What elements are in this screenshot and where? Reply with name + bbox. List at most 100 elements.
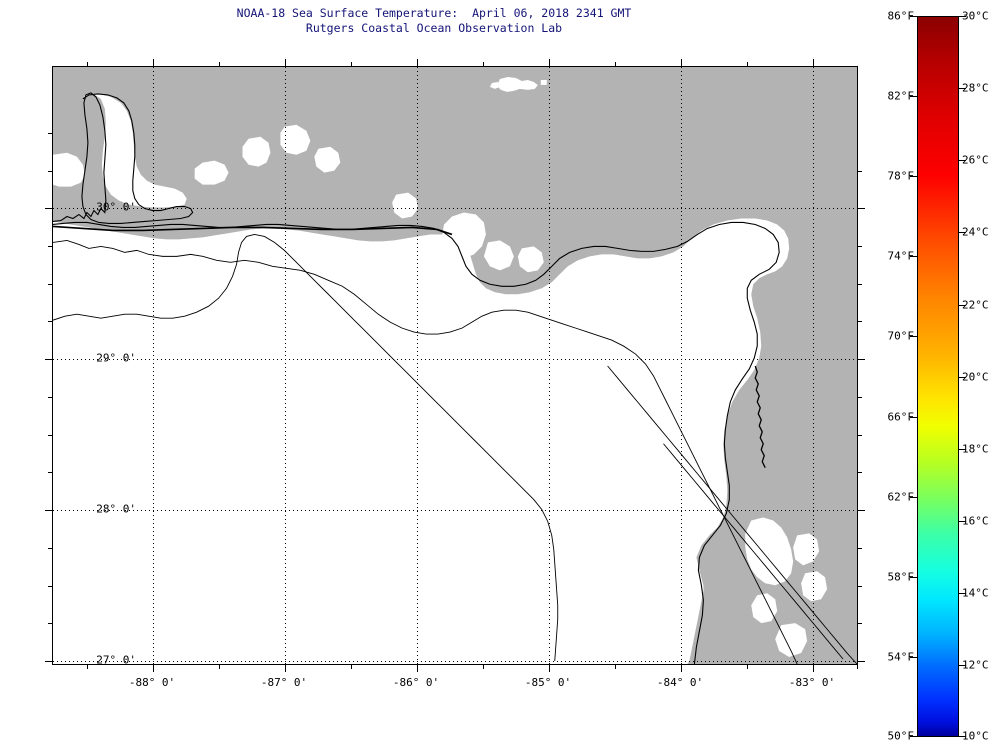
tick-lat-30-right bbox=[857, 208, 865, 209]
cb-label-c-16: 16°C bbox=[962, 514, 989, 528]
tick-lat-right-1 bbox=[857, 171, 862, 172]
lat-label-28: 28° 0' bbox=[96, 502, 136, 516]
tick-lat-right-6 bbox=[857, 435, 862, 436]
tick-lon--87-top bbox=[285, 59, 286, 67]
tick-lat-minor-3 bbox=[48, 246, 53, 247]
tick-lon--85-top bbox=[549, 59, 550, 67]
cb-label-f-58: 58°F bbox=[887, 570, 915, 584]
tick-lon--88 bbox=[153, 664, 154, 672]
cb-tick-c-10 bbox=[959, 736, 966, 737]
barrier-islands bbox=[53, 225, 453, 236]
tick-lat-28-right bbox=[857, 510, 865, 511]
cb-label-c-22: 22°C bbox=[962, 298, 989, 312]
tick-lat-right-3 bbox=[857, 284, 862, 285]
sst-map-graphic: 120 ft bbox=[53, 67, 857, 664]
colorbar-gradient bbox=[917, 16, 959, 737]
lon-label--88: -88° 0' bbox=[128, 676, 176, 689]
tick-lat-minor-8 bbox=[48, 472, 53, 473]
cb-label-f-66: 66°F bbox=[887, 410, 915, 424]
cb-label-c-26: 26°C bbox=[962, 153, 989, 167]
cb-label-c-14: 14°C bbox=[962, 586, 989, 600]
tick-lon--85 bbox=[549, 664, 550, 672]
tick-lon-top-minor-2 bbox=[219, 62, 220, 67]
temperature-colorbar: 86°F 82°F 78°F 74°F 70°F 66°F 62°F 58°F … bbox=[888, 10, 989, 743]
lat-label-29: 29° 0' bbox=[96, 351, 136, 365]
land-mass-gulf-coast bbox=[53, 67, 857, 664]
tick-lon--83 bbox=[813, 664, 814, 672]
coastal-bays bbox=[53, 93, 419, 219]
tick-lat-right-10 bbox=[857, 623, 862, 624]
cb-tick-c-18 bbox=[959, 449, 966, 450]
tick-lon--84 bbox=[681, 664, 682, 672]
cb-tick-f-86 bbox=[910, 16, 917, 17]
cb-tick-c-12 bbox=[959, 665, 966, 666]
cb-label-c-28: 28°C bbox=[962, 81, 989, 95]
tick-lon-top-minor-4 bbox=[483, 62, 484, 67]
cb-tick-c-28 bbox=[959, 88, 966, 89]
tick-lon-top-minor-1 bbox=[87, 62, 88, 67]
tick-lat-27-right bbox=[857, 661, 865, 662]
tick-lat-minor-10 bbox=[48, 586, 53, 587]
cb-label-c-12: 12°C bbox=[962, 658, 989, 672]
lon-label--84: -84° 0' bbox=[656, 676, 704, 689]
tick-lat-27 bbox=[45, 661, 53, 662]
lon-label--87: -87° 0' bbox=[260, 676, 308, 689]
cb-tick-f-54 bbox=[910, 657, 917, 658]
tick-lon-minor-5 bbox=[615, 664, 616, 669]
tick-lat-29 bbox=[45, 359, 53, 360]
tick-lat-minor-2 bbox=[48, 171, 53, 172]
cb-label-c-24: 24°C bbox=[962, 225, 989, 239]
sst-map-panel: 120 ft bbox=[45, 59, 865, 672]
cb-tick-c-16 bbox=[959, 521, 966, 522]
cb-label-c-10: 10°C bbox=[962, 729, 989, 743]
cb-label-c-30: 30°C bbox=[962, 9, 989, 23]
cb-tick-f-70 bbox=[910, 336, 917, 337]
tick-lat-28 bbox=[45, 510, 53, 511]
tick-lat-minor-11 bbox=[48, 623, 53, 624]
tick-lat-right-2 bbox=[857, 246, 862, 247]
inland-lake bbox=[489, 76, 547, 92]
florida-west-coast-detail bbox=[754, 365, 766, 468]
cb-tick-c-20 bbox=[959, 377, 966, 378]
cb-label-f-70: 70°F bbox=[887, 329, 915, 343]
tick-lat-right-9 bbox=[857, 586, 862, 587]
cb-label-f-54: 54°F bbox=[887, 650, 915, 664]
tick-lat-minor-9 bbox=[48, 548, 53, 549]
tick-lon--86 bbox=[417, 664, 418, 672]
coastline bbox=[53, 92, 780, 664]
tick-lat-right-8 bbox=[857, 548, 862, 549]
tick-lon--87 bbox=[285, 664, 286, 672]
cb-tick-f-58 bbox=[910, 577, 917, 578]
tick-lat-minor-1 bbox=[48, 133, 53, 134]
tick-lon-minor-6 bbox=[747, 664, 748, 669]
cb-tick-f-62 bbox=[910, 497, 917, 498]
title-line-primary: NOAA-18 Sea Surface Temperature: April 0… bbox=[236, 6, 632, 20]
tick-lat-29-right bbox=[857, 359, 865, 360]
cb-label-f-82: 82°F bbox=[887, 89, 915, 103]
bathymetry-contour-120ft bbox=[53, 239, 798, 664]
cb-tick-c-14 bbox=[959, 593, 966, 594]
cb-label-c-20: 20°C bbox=[962, 370, 989, 384]
cb-label-f-62: 62°F bbox=[887, 490, 915, 504]
lon-label--86: -86° 0' bbox=[392, 676, 440, 689]
tick-lon-top-minor-6 bbox=[747, 62, 748, 67]
cb-tick-c-22 bbox=[959, 305, 966, 306]
cb-tick-f-82 bbox=[910, 96, 917, 97]
lat-label-30: 30° 0' bbox=[96, 200, 136, 214]
cb-label-f-50: 50°F bbox=[887, 729, 915, 743]
tick-lat-right-5 bbox=[857, 397, 862, 398]
tick-lon-minor-4 bbox=[483, 664, 484, 669]
lon-label--83: -83° 0' bbox=[788, 676, 836, 689]
cb-label-c-18: 18°C bbox=[962, 442, 989, 456]
tick-lon-minor-2 bbox=[219, 664, 220, 669]
chart-title: NOAA-18 Sea Surface Temperature: April 0… bbox=[0, 6, 868, 36]
tampa-bay-inlets bbox=[745, 517, 828, 658]
tick-lat-minor-5 bbox=[48, 321, 53, 322]
map-clip-region: 120 ft bbox=[53, 67, 857, 664]
tick-lat-30 bbox=[45, 208, 53, 209]
tick-lat-minor-4 bbox=[48, 284, 53, 285]
tick-lon--88-top bbox=[153, 59, 154, 67]
lon-label--85: -85° 0' bbox=[524, 676, 572, 689]
tick-lat-minor-6 bbox=[48, 397, 53, 398]
cb-label-f-78: 78°F bbox=[887, 169, 915, 183]
